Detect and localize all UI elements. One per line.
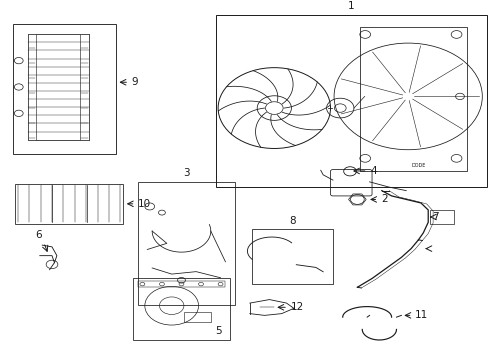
Text: 10: 10 [138,199,151,209]
Text: 5: 5 [216,327,222,337]
Text: 8: 8 [289,216,296,226]
Bar [184,312,211,321]
Bar [430,210,454,224]
Bar [133,279,230,340]
Bar [13,24,116,154]
Bar [138,281,225,287]
Text: 4: 4 [370,166,377,176]
Text: 6: 6 [35,230,42,240]
Bar [360,27,467,171]
Bar [252,229,333,284]
Text: DODE: DODE [412,163,426,168]
Text: 1: 1 [348,1,355,12]
Bar [27,34,36,140]
Bar [80,34,89,140]
Text: 7: 7 [432,212,439,222]
Bar [15,184,123,224]
Bar [27,34,89,140]
Bar [216,15,487,187]
Text: 3: 3 [183,168,190,178]
Text: 12: 12 [291,302,304,312]
Text: 11: 11 [415,310,428,320]
Bar [138,182,235,305]
Text: 2: 2 [381,194,388,204]
Text: 9: 9 [132,77,138,87]
